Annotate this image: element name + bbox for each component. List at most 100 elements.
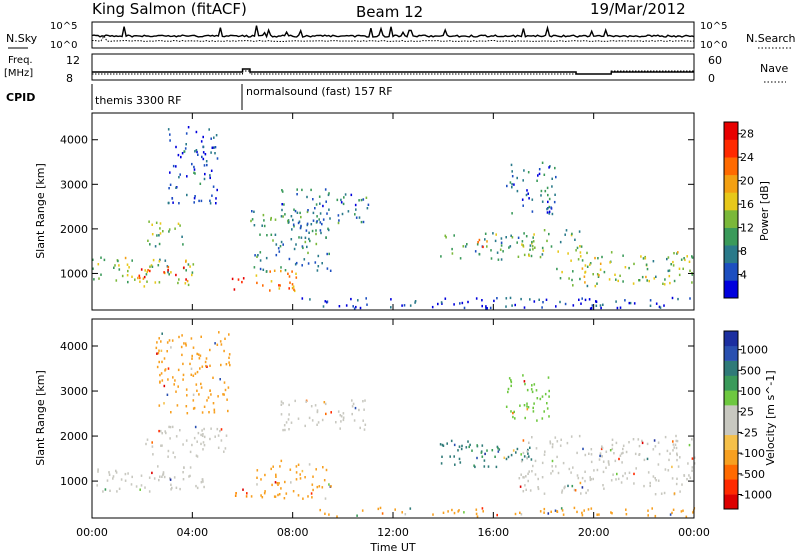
range-cell: [306, 245, 308, 249]
range-cell: [342, 416, 345, 419]
range-cell: [465, 446, 468, 449]
range-cell: [559, 240, 562, 244]
range-cell: [367, 203, 370, 206]
x-tick-label: 16:00: [477, 526, 509, 539]
range-cell: [169, 171, 171, 174]
range-cell: [274, 481, 277, 484]
range-cell: [693, 456, 696, 459]
range-cell: [305, 400, 307, 403]
range-cell: [441, 302, 443, 305]
range-cell: [579, 251, 582, 254]
range-cell: [223, 450, 225, 453]
range-cell: [351, 405, 354, 408]
range-cell: [330, 411, 332, 414]
range-cell: [653, 439, 656, 442]
range-cell: [486, 307, 488, 310]
range-cell: [633, 262, 635, 266]
range-cell: [553, 200, 556, 204]
range-cell: [196, 150, 198, 154]
range-cell: [259, 267, 262, 271]
range-cell: [480, 451, 483, 454]
range-cell: [584, 470, 586, 473]
range-cell: [603, 270, 606, 274]
range-cell: [534, 473, 537, 476]
range-cell: [524, 416, 526, 420]
velocity-colorbar-label: Velocity [m s^-1]: [764, 370, 777, 465]
range-cell: [664, 278, 666, 281]
range-cell: [293, 225, 295, 228]
nave-label: Nave: [760, 62, 788, 75]
range-cell: [263, 219, 265, 222]
range-cell: [580, 492, 582, 495]
range-cell: [497, 450, 500, 453]
range-cell: [461, 444, 463, 448]
range-cell: [209, 437, 211, 441]
range-cell: [616, 472, 618, 476]
range-cell: [512, 411, 514, 415]
x-tick-label: 00:00: [76, 526, 108, 539]
range-cell: [184, 147, 187, 150]
range-cell: [259, 233, 261, 236]
range-cell: [442, 444, 445, 447]
range-cell: [139, 276, 141, 280]
range-cell: [213, 411, 216, 414]
range-cell: [202, 135, 204, 139]
range-cell: [497, 258, 500, 261]
range-cell: [128, 266, 130, 269]
range-cell: [306, 195, 308, 199]
colorbar-swatch: [724, 375, 738, 391]
range-cell: [162, 471, 165, 474]
range-cell: [589, 478, 592, 482]
range-cell: [557, 471, 560, 475]
range-cell: [170, 346, 172, 349]
range-cell: [226, 398, 228, 401]
range-cell: [275, 243, 278, 246]
range-cell: [510, 453, 513, 457]
range-cell: [324, 497, 327, 500]
range-cell: [673, 492, 676, 495]
range-cell: [278, 287, 281, 290]
range-cell: [532, 406, 534, 410]
range-cell: [543, 511, 545, 514]
range-cell: [280, 215, 283, 218]
range-cell: [168, 187, 170, 190]
range-cell: [194, 425, 197, 429]
nsky-tick-low: 10^0: [50, 40, 77, 51]
range-cell: [691, 469, 693, 472]
range-cell: [555, 305, 557, 308]
range-cell: [184, 282, 187, 285]
range-cell: [159, 232, 162, 235]
range-cell: [522, 451, 525, 455]
range-cell: [328, 483, 330, 486]
range-cell: [637, 438, 640, 441]
range-cell: [599, 452, 602, 455]
range-cell: [451, 247, 453, 251]
range-cell: [178, 278, 180, 281]
range-cell: [167, 455, 169, 458]
range-cell: [663, 491, 666, 495]
range-cell: [322, 466, 324, 469]
range-cell: [615, 441, 618, 445]
freq-panel: [91, 53, 695, 81]
range-cell: [158, 337, 160, 340]
range-cell: [394, 508, 396, 511]
range-cell: [440, 301, 443, 304]
range-cell: [350, 297, 352, 301]
range-cell: [220, 439, 223, 442]
range-cell: [551, 459, 554, 463]
range-cell: [556, 455, 558, 459]
range-cell: [588, 452, 590, 455]
range-cell: [615, 478, 617, 481]
range-cell: [644, 255, 646, 259]
x-tick-label: 08:00: [277, 526, 309, 539]
range-cell: [288, 287, 290, 290]
range-cell: [675, 434, 677, 438]
range-cell: [354, 406, 357, 410]
range-cell: [152, 453, 154, 456]
range-cell: [158, 429, 160, 433]
range-cell: [172, 451, 175, 454]
range-cell: [175, 486, 178, 489]
range-cell: [590, 448, 593, 451]
range-cell: [540, 189, 543, 193]
range-cell: [563, 486, 565, 490]
